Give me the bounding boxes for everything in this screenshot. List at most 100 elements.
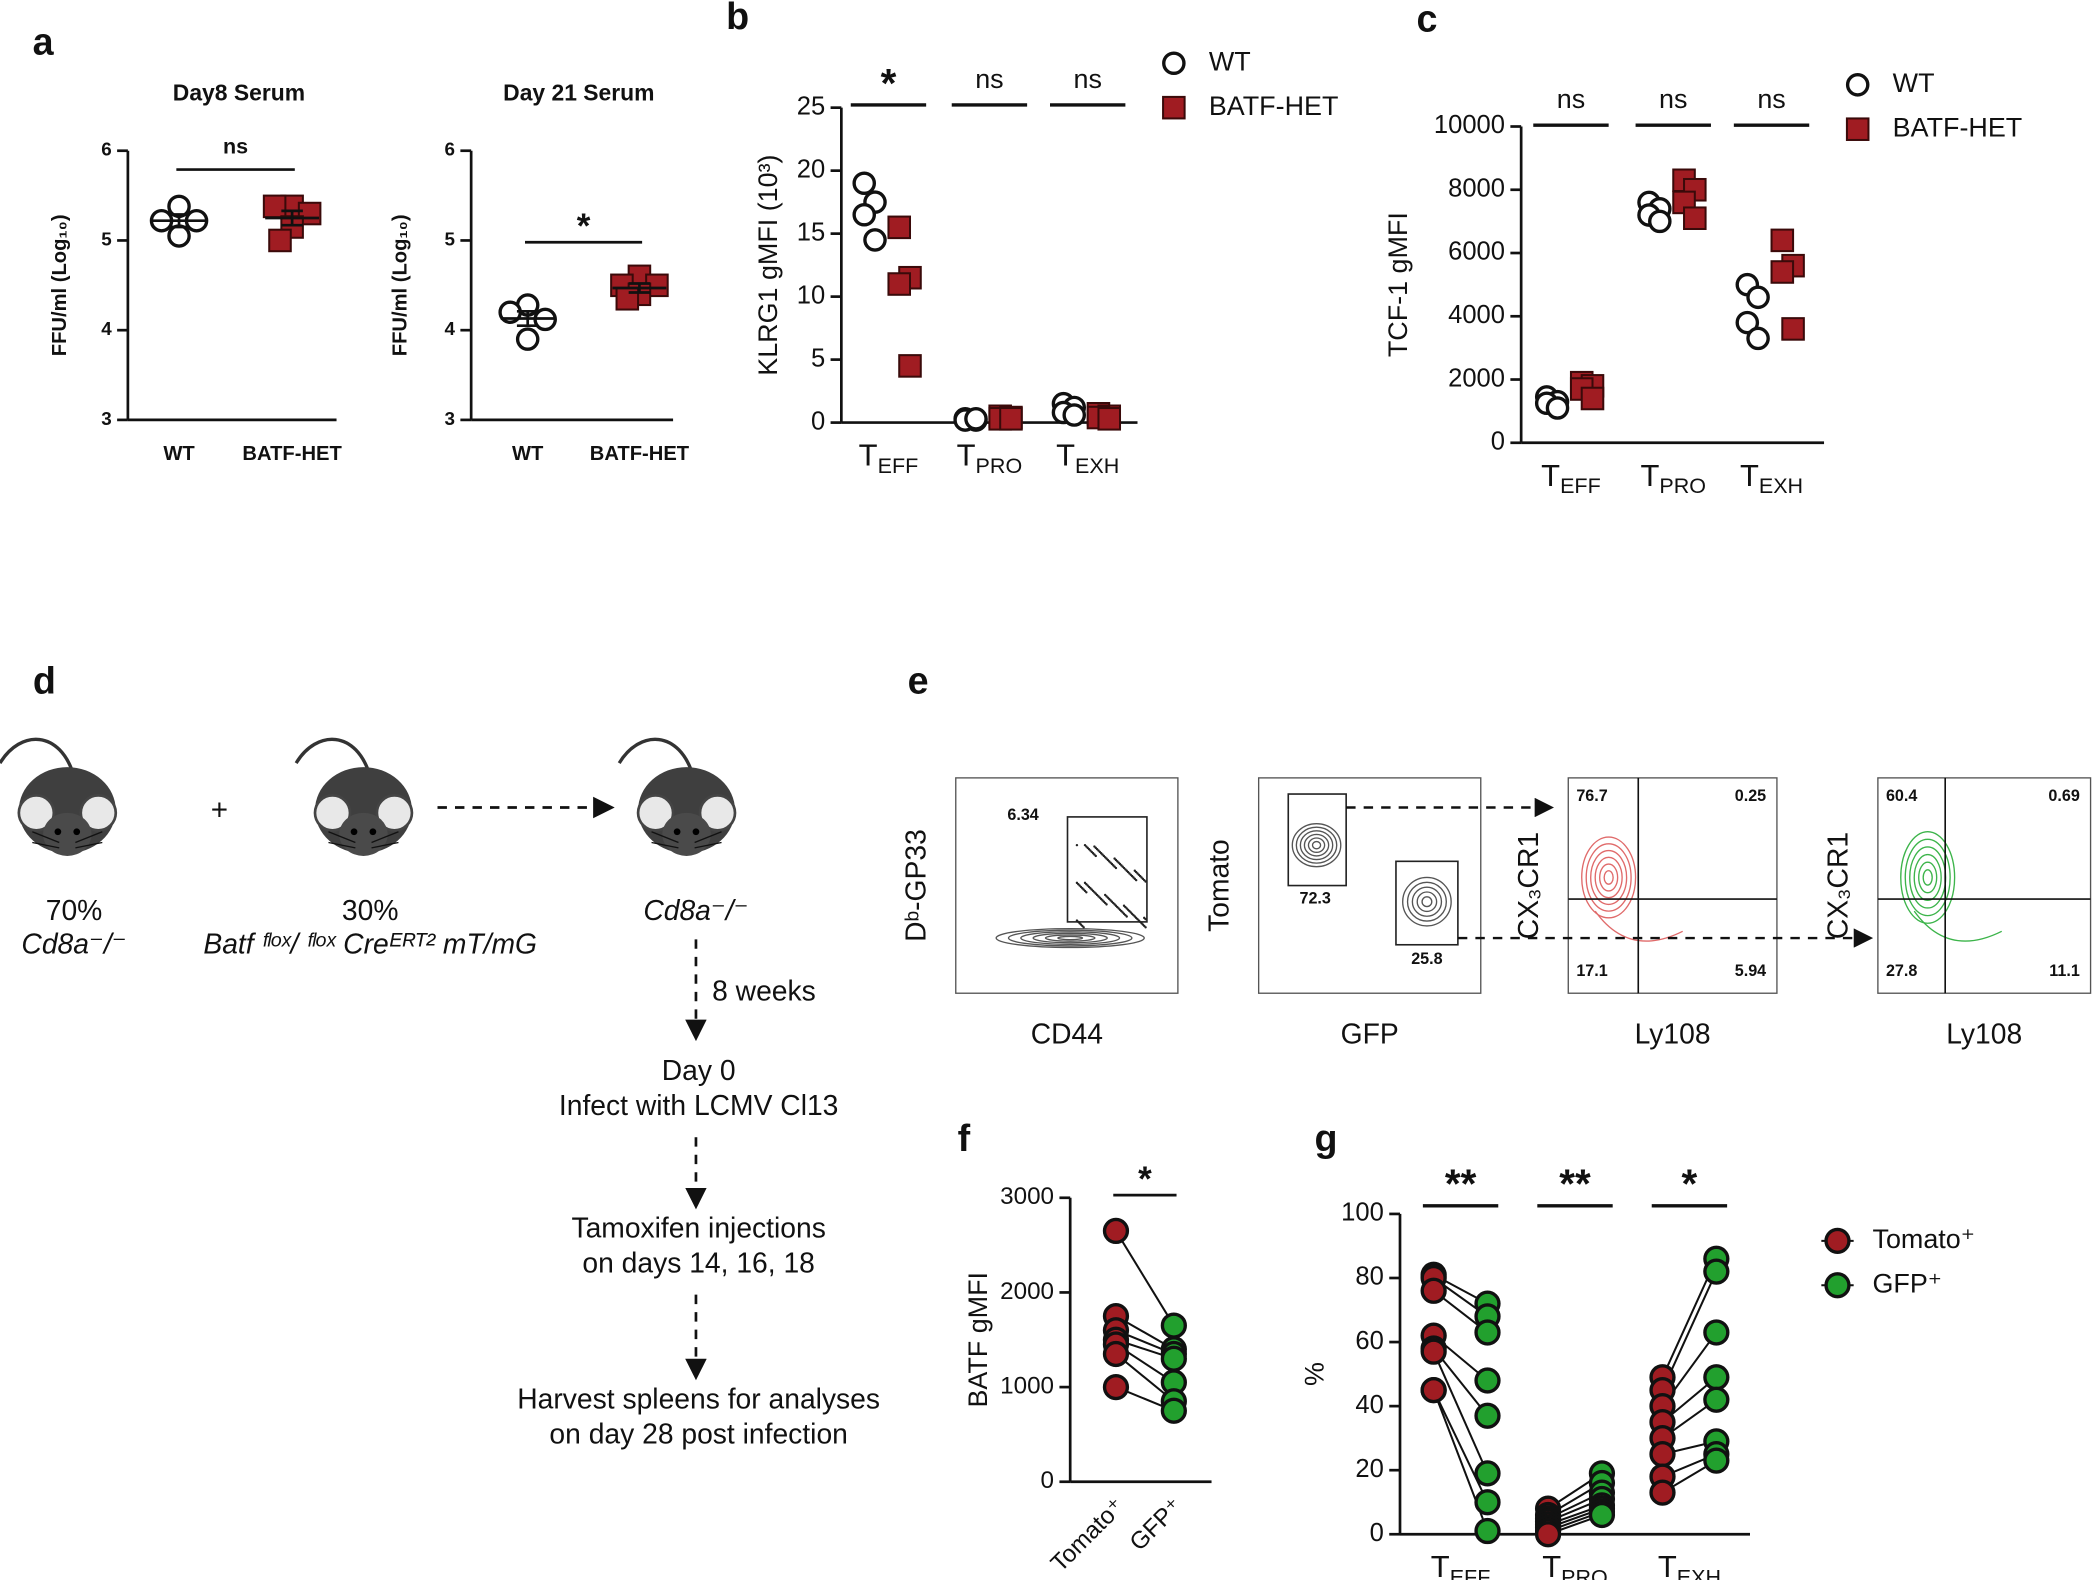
x-tick-label: TEFF	[1431, 1549, 1491, 1580]
y-tick-label: 3	[101, 408, 111, 429]
x-tick-label: WT	[512, 443, 544, 465]
data-point	[1703, 1447, 1730, 1474]
flow-x-label: Ly108	[1946, 1018, 2022, 1050]
contour	[1603, 870, 1614, 885]
y-tick-label: 10	[797, 281, 825, 309]
contour	[1295, 826, 1338, 864]
flow-x-label: Ly108	[1635, 1018, 1711, 1050]
y-tick-label: 0	[1491, 428, 1505, 456]
significance-label: ns	[1659, 84, 1687, 114]
data-point	[1649, 1479, 1676, 1506]
y-axis-label: KLRG1 gMFI (10³)	[753, 155, 783, 376]
contour	[1594, 910, 1683, 942]
step-text: Day 0	[662, 1054, 736, 1086]
data-point	[1703, 1258, 1730, 1285]
contour	[1918, 861, 1938, 894]
x-tick-label: TPRO	[1542, 1549, 1608, 1580]
y-tick-label: 6	[101, 139, 111, 160]
y-tick-label: 8000	[1448, 175, 1505, 203]
flow-y-label: Dᵇ-GP33	[900, 829, 932, 942]
y-tick-label: 1000	[1000, 1372, 1054, 1399]
data-point	[898, 354, 922, 378]
data-point	[1545, 396, 1570, 420]
legend-label: BATF-HET	[1209, 91, 1339, 121]
y-tick-label: 10000	[1434, 111, 1505, 139]
panel-label: d	[33, 660, 56, 702]
data-point	[1534, 1521, 1562, 1548]
contour	[1594, 856, 1623, 899]
data-point	[1162, 51, 1186, 76]
pair-line	[1432, 1389, 1489, 1503]
y-tick-label: 15	[797, 218, 825, 246]
data-point	[999, 407, 1023, 431]
plus-sign: +	[211, 793, 228, 826]
data-point	[268, 228, 292, 253]
panel-label: b	[726, 0, 749, 37]
y-tick-label: 40	[1355, 1391, 1383, 1419]
event-dot	[1103, 893, 1107, 897]
mouse-tail	[0, 737, 76, 778]
panel-label: f	[958, 1117, 971, 1159]
chart-title: Day 21 Serum	[503, 79, 654, 105]
data-point	[167, 224, 191, 248]
pair-line	[1432, 1351, 1489, 1474]
quadrant-value: 60.4	[1886, 787, 1917, 805]
step-text: on days 14, 16, 18	[582, 1247, 814, 1279]
quadrant-value: 27.8	[1886, 962, 1917, 980]
y-axis-label: TCF-1 gMFI	[1383, 212, 1413, 357]
gate-value: 25.8	[1411, 950, 1442, 968]
significance-label: ns	[223, 135, 248, 159]
event-dot	[1143, 916, 1146, 920]
event-dot	[1133, 869, 1137, 872]
x-tick-label: TPRO	[1640, 458, 1706, 498]
data-point	[887, 215, 912, 240]
significance-label: *	[1138, 1160, 1152, 1199]
data-point	[1588, 1501, 1616, 1529]
panel-label: a	[33, 20, 55, 62]
significance-label: ns	[1073, 64, 1101, 94]
data-point	[887, 272, 912, 296]
y-tick-label: 5	[445, 228, 455, 249]
quadrant-value: 0.69	[2048, 787, 2079, 805]
contour	[1421, 896, 1433, 908]
event-dot	[1122, 904, 1126, 907]
contour	[1303, 833, 1330, 857]
data-point	[1474, 1517, 1501, 1545]
data-point	[1770, 228, 1795, 253]
contour	[1020, 931, 1121, 945]
y-tick-label: 6000	[1448, 238, 1505, 266]
mouse-whisker	[75, 841, 103, 849]
event-dot	[1075, 843, 1079, 847]
data-point	[1420, 1376, 1447, 1404]
significance-label: **	[1559, 1161, 1591, 1207]
data-point	[1474, 1402, 1501, 1429]
significance-label: *	[881, 60, 897, 106]
data-point	[1160, 1345, 1187, 1372]
data-point	[1580, 386, 1605, 411]
mouse-head	[43, 812, 92, 856]
mouse-ear	[698, 794, 737, 832]
step-text: Infect with LCMV Cl13	[559, 1089, 839, 1121]
x-tick-label: TEFF	[1541, 458, 1601, 498]
data-point	[1746, 285, 1770, 310]
y-tick-label: 20	[1355, 1455, 1383, 1483]
contour	[1299, 830, 1334, 861]
y-axis-label: BATF gMFI	[963, 1272, 993, 1408]
mouse-ear	[375, 794, 414, 832]
contour	[1581, 836, 1637, 919]
legend-label: WT	[1209, 46, 1251, 76]
significance-label: ns	[975, 64, 1003, 94]
x-tick-label: BATF-HET	[242, 443, 342, 465]
contour	[1411, 886, 1443, 917]
data-point	[1160, 1312, 1187, 1339]
y-tick-label: 4000	[1448, 301, 1505, 329]
step-text: Tamoxifen injections	[571, 1212, 825, 1244]
data-point	[1162, 95, 1186, 120]
event-dot	[1083, 843, 1087, 847]
data-point	[852, 202, 877, 227]
quadrant-value: 5.94	[1735, 962, 1766, 980]
data-point	[1420, 1338, 1447, 1365]
y-tick-label: 5	[811, 344, 825, 372]
legend-label: BATF-HET	[1893, 112, 2023, 142]
